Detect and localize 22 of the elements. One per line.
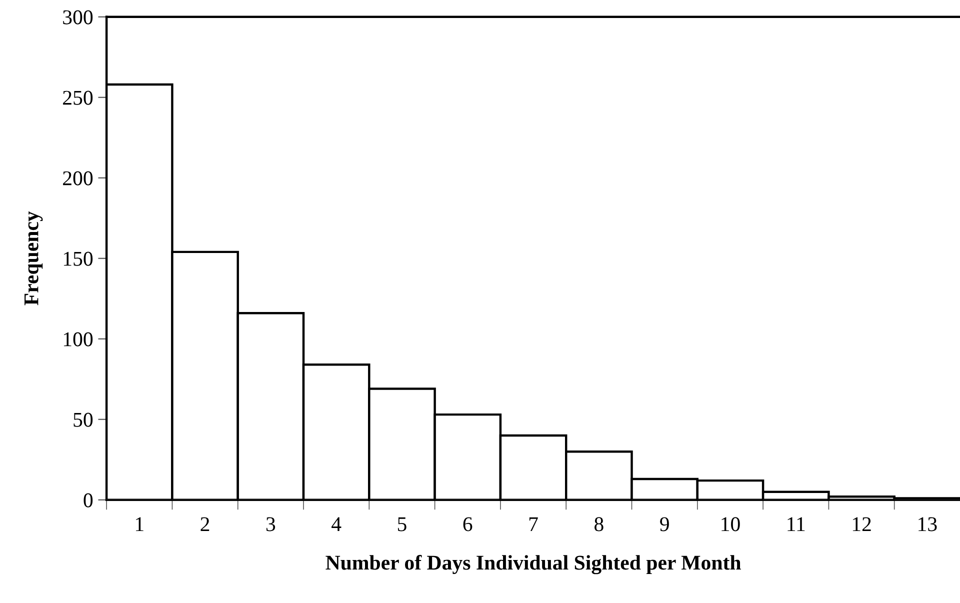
y-tick-label: 0 bbox=[84, 493, 93, 508]
y-tick-label: 200 bbox=[63, 171, 93, 186]
x-tick-label: 5 bbox=[398, 517, 406, 532]
y-tick-label: 300 bbox=[63, 10, 93, 24]
x-tick-label: 6 bbox=[463, 517, 472, 532]
x-tick-label: 4 bbox=[332, 517, 342, 532]
y-tick-label: 250 bbox=[63, 90, 93, 105]
x-tick-label: 13 bbox=[918, 517, 937, 532]
x-axis-title: Number of Days Individual Sighted per Month bbox=[326, 554, 741, 574]
x-tick-label: 1 bbox=[136, 517, 144, 532]
y-tick-label: 150 bbox=[64, 252, 93, 266]
x-tick-label: 8 bbox=[594, 517, 604, 532]
x-tick-label: 11 bbox=[788, 517, 805, 532]
x-tick-label: 2 bbox=[200, 517, 210, 532]
y-axis-title: Frequency bbox=[24, 211, 43, 306]
x-tick-label: 3 bbox=[266, 517, 276, 532]
y-tick-label: 100 bbox=[64, 332, 93, 346]
x-tick-label: 12 bbox=[852, 517, 871, 532]
y-tick-label: 50 bbox=[74, 412, 93, 427]
x-tick-label: 10 bbox=[722, 517, 740, 532]
x-tick-label: 9 bbox=[660, 517, 669, 532]
x-tick-label: 7 bbox=[529, 517, 538, 532]
